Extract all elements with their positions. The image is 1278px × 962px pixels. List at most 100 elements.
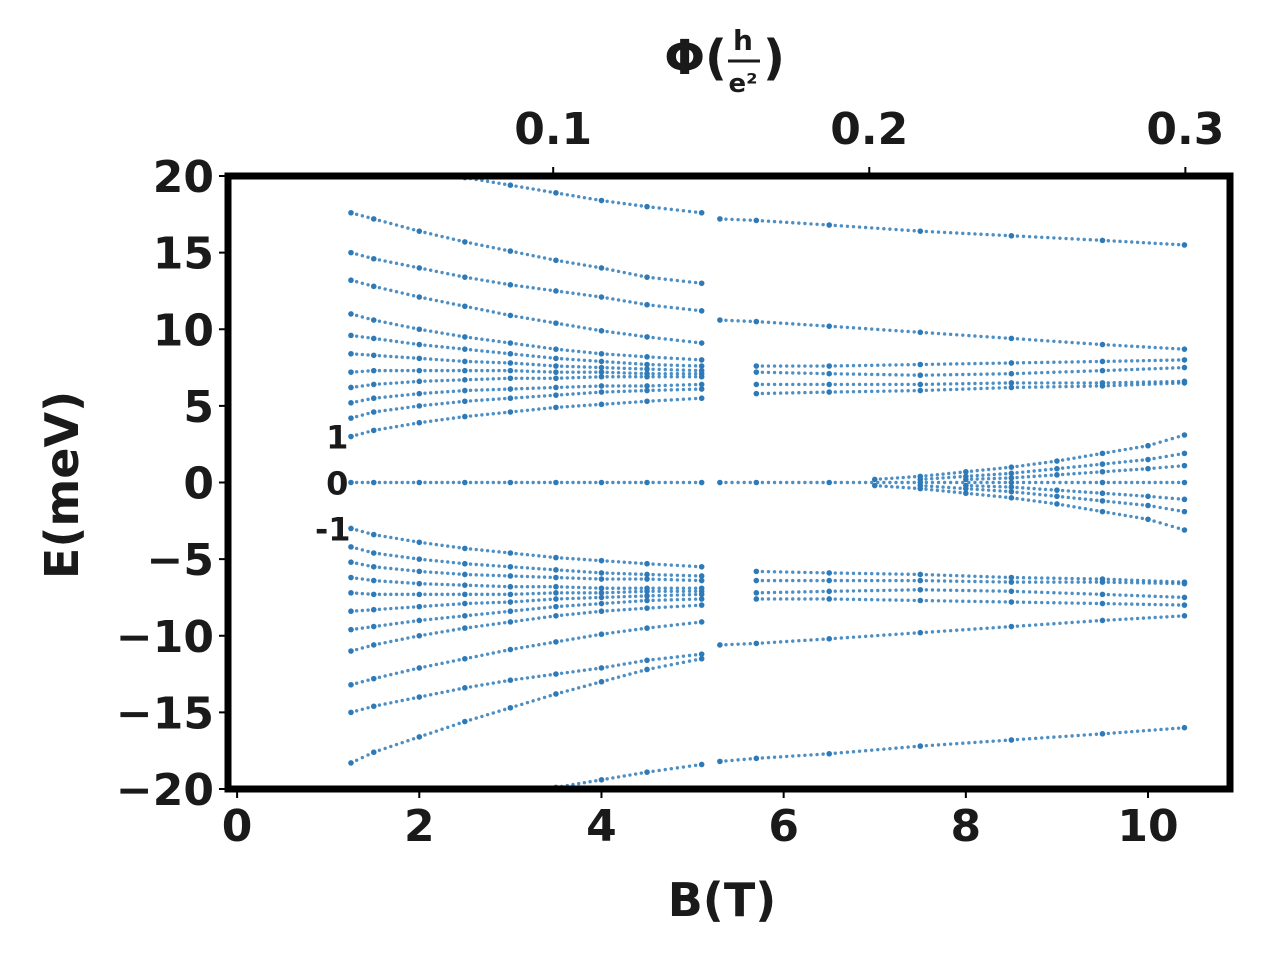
- interp-point: [912, 229, 916, 233]
- interp-point: [1038, 461, 1042, 466]
- interp-point: [468, 685, 473, 689]
- interp-point: [1176, 526, 1181, 530]
- interp-point: [1040, 338, 1044, 343]
- interp-point: [594, 384, 598, 388]
- interp-point: [440, 270, 444, 275]
- interp-point: [354, 313, 359, 318]
- interp-point: [1088, 601, 1093, 606]
- data-point: [1099, 579, 1106, 585]
- data-point: [644, 571, 650, 578]
- interp-point: [857, 635, 862, 639]
- interp-point: [468, 348, 473, 352]
- interp-point: [502, 574, 507, 578]
- interp-point: [1064, 340, 1068, 344]
- interp-point: [446, 689, 450, 694]
- interp-point: [389, 221, 393, 226]
- data-point: [698, 381, 705, 388]
- interp-point: [1066, 472, 1071, 476]
- interp-point: [1040, 385, 1044, 389]
- interp-point: [446, 544, 450, 548]
- interp-point: [360, 548, 365, 552]
- interp-point: [594, 265, 598, 269]
- interp-point: [605, 352, 609, 356]
- interp-point: [973, 480, 977, 485]
- data-points: [348, 174, 1188, 791]
- data-point: [348, 350, 354, 357]
- interp-point: [411, 265, 416, 269]
- interp-point: [423, 665, 427, 669]
- data-point: [1008, 232, 1015, 239]
- interp-point: [559, 556, 564, 560]
- interp-point: [394, 671, 399, 675]
- interp-point: [622, 371, 626, 375]
- interp-point: [633, 660, 638, 664]
- interp-point: [1095, 452, 1099, 457]
- interp-point: [1134, 502, 1139, 507]
- interp-point: [491, 711, 496, 715]
- interp-point: [1064, 236, 1068, 241]
- interp-point: [491, 397, 496, 402]
- interp-point: [1158, 440, 1162, 444]
- interp-point: [565, 604, 570, 608]
- interp-point: [1176, 595, 1181, 599]
- interp-point: [514, 592, 518, 596]
- data-point: [370, 749, 377, 756]
- interp-point: [888, 746, 892, 751]
- interp-point: [1003, 466, 1008, 470]
- interp-point: [839, 364, 844, 368]
- interp-point: [651, 276, 655, 280]
- interp-point: [888, 227, 892, 231]
- interp-point: [1070, 340, 1074, 345]
- interp-point: [809, 753, 813, 757]
- interp-point: [651, 335, 655, 340]
- interp-point: [973, 740, 977, 745]
- data-point: [1099, 498, 1106, 504]
- data-point: [1181, 580, 1188, 587]
- interp-point: [497, 584, 501, 589]
- series-15: [348, 544, 705, 579]
- interp-point: [803, 382, 807, 387]
- interp-point: [930, 743, 935, 747]
- interp-point: [1118, 617, 1122, 622]
- interp-point: [611, 676, 615, 681]
- interp-point: [724, 318, 728, 323]
- interp-point: [377, 565, 382, 570]
- interp-point: [633, 333, 638, 338]
- data-point: [1008, 464, 1015, 470]
- interp-point: [669, 398, 674, 402]
- interp-point: [354, 212, 359, 217]
- interp-point: [803, 753, 807, 757]
- interp-point: [1141, 382, 1146, 387]
- data-point: [1054, 472, 1060, 478]
- data-point: [753, 369, 760, 375]
- data-point: [753, 318, 760, 325]
- interp-point: [675, 208, 680, 212]
- interp-point: [784, 639, 789, 644]
- interp-point: [991, 480, 995, 485]
- interp-point: [1046, 339, 1050, 343]
- interp-point: [605, 609, 609, 613]
- interp-point: [611, 590, 615, 595]
- y-tick-label: 20: [153, 152, 214, 203]
- interp-point: [948, 231, 953, 235]
- interp-point: [537, 363, 541, 367]
- interp-point: [1130, 359, 1134, 363]
- interp-point: [1058, 580, 1062, 584]
- interp-point: [520, 376, 524, 380]
- interp-point: [531, 699, 535, 703]
- y-axis-label: E(meV): [35, 391, 89, 579]
- interp-point: [973, 627, 977, 631]
- interp-point: [406, 620, 410, 624]
- interp-point: [480, 548, 484, 552]
- interp-point: [1046, 580, 1050, 584]
- interp-point: [366, 678, 370, 682]
- interp-point: [457, 368, 461, 373]
- interp-point: [1140, 467, 1145, 471]
- interp-point: [1152, 442, 1156, 446]
- interp-point: [542, 406, 547, 411]
- interp-point: [1052, 480, 1056, 485]
- interp-point: [1033, 576, 1038, 580]
- interp-point: [616, 577, 621, 581]
- interp-point: [406, 263, 410, 268]
- interp-point: [360, 608, 365, 613]
